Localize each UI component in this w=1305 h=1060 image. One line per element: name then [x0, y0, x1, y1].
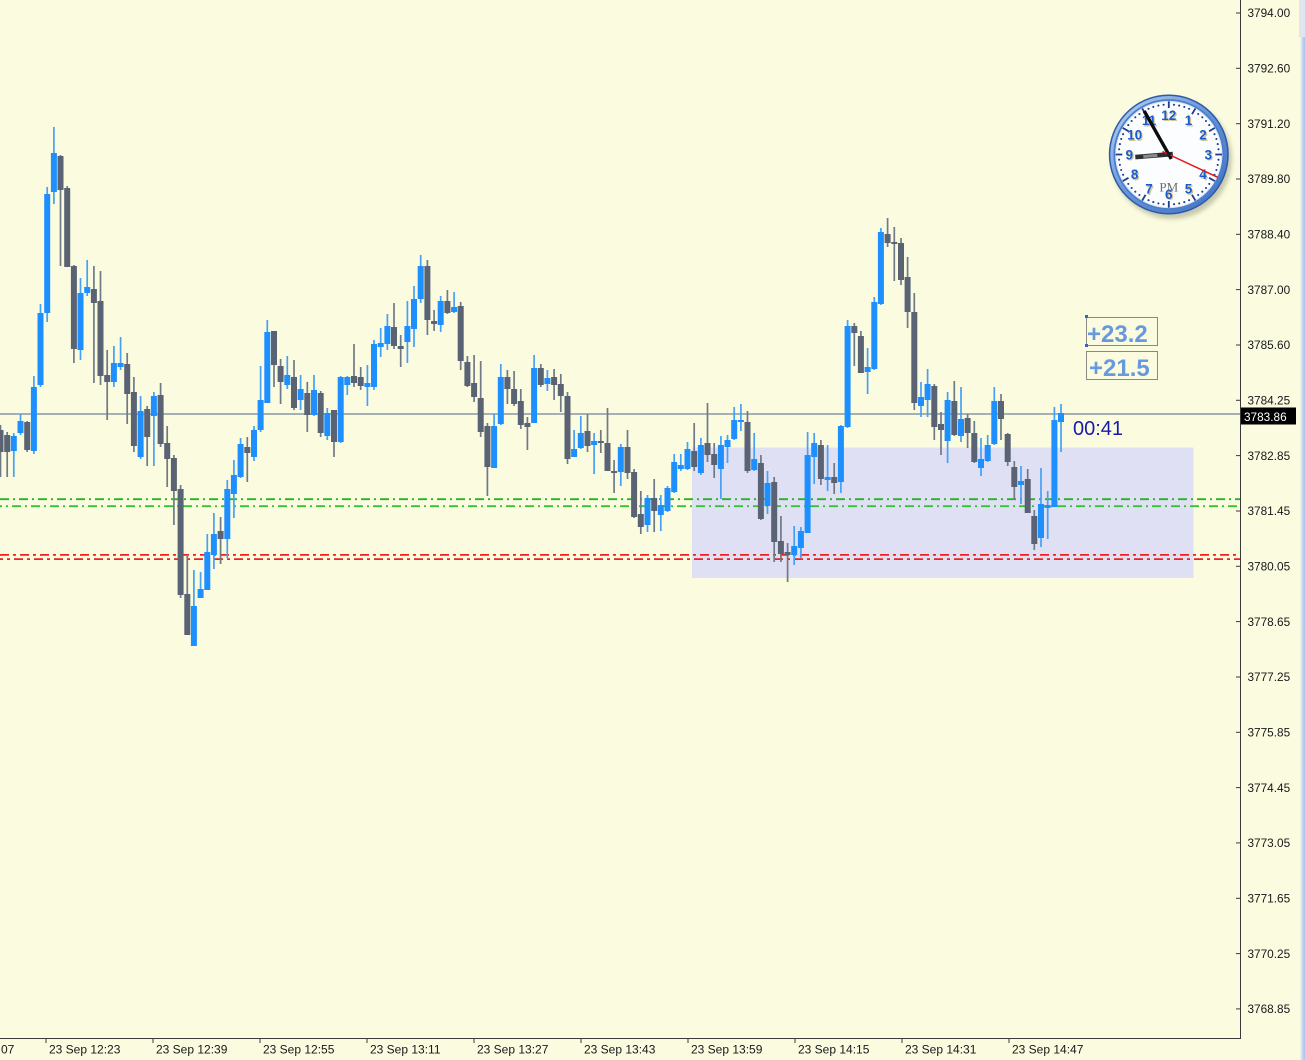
svg-text:3782.85: 3782.85: [1248, 449, 1291, 463]
svg-text:10: 10: [1128, 129, 1143, 144]
svg-text:6: 6: [1166, 188, 1174, 203]
svg-text:+21.5: +21.5: [1089, 355, 1150, 382]
svg-text:3773.05: 3773.05: [1248, 836, 1291, 850]
svg-text:3781.45: 3781.45: [1248, 504, 1291, 518]
svg-text:23 Sep 12:55: 23 Sep 12:55: [263, 1043, 335, 1057]
svg-text:8: 8: [1131, 167, 1139, 182]
svg-text:3789.80: 3789.80: [1248, 172, 1291, 186]
svg-text:23 Sep 13:59: 23 Sep 13:59: [691, 1043, 763, 1057]
svg-text:2: 2: [1199, 128, 1207, 143]
svg-text:9: 9: [1127, 149, 1135, 164]
svg-text:3784.25: 3784.25: [1248, 394, 1291, 408]
svg-text:3770.25: 3770.25: [1248, 947, 1291, 961]
svg-text:+23.2: +23.2: [1087, 321, 1148, 348]
svg-text:5: 5: [1185, 182, 1193, 197]
svg-text:3774.45: 3774.45: [1248, 781, 1291, 795]
svg-text:23 Sep 13:43: 23 Sep 13:43: [584, 1043, 656, 1057]
svg-text:1: 1: [1186, 114, 1194, 129]
svg-text:3778.65: 3778.65: [1248, 615, 1291, 629]
svg-text:23 Sep 12:23: 23 Sep 12:23: [49, 1043, 121, 1057]
svg-text:3783.86: 3783.86: [1244, 410, 1287, 424]
svg-text:3: 3: [1206, 149, 1214, 164]
svg-text:00:41: 00:41: [1073, 418, 1123, 440]
svg-text:3787.00: 3787.00: [1248, 283, 1291, 297]
svg-text:23 Sep 13:11: 23 Sep 13:11: [370, 1043, 441, 1057]
svg-text:12: 12: [1162, 109, 1177, 124]
svg-text:5: 5: [1186, 183, 1194, 198]
svg-text:3777.25: 3777.25: [1248, 670, 1291, 684]
svg-text:3775.85: 3775.85: [1248, 726, 1291, 740]
svg-text:07: 07: [1, 1043, 15, 1057]
svg-text:2: 2: [1200, 129, 1208, 144]
svg-text:23 Sep 13:27: 23 Sep 13:27: [477, 1043, 549, 1057]
svg-text:3: 3: [1205, 147, 1213, 162]
svg-text:1: 1: [1185, 113, 1193, 128]
svg-text:23 Sep 14:31: 23 Sep 14:31: [905, 1043, 977, 1057]
svg-text:3768.85: 3768.85: [1248, 1002, 1291, 1016]
svg-text:9: 9: [1126, 147, 1134, 162]
svg-text:3785.60: 3785.60: [1248, 338, 1291, 352]
svg-text:4: 4: [1199, 167, 1207, 182]
svg-text:12: 12: [1161, 108, 1176, 123]
svg-text:23 Sep 14:47: 23 Sep 14:47: [1012, 1043, 1084, 1057]
svg-text:23 Sep 14:15: 23 Sep 14:15: [798, 1043, 870, 1057]
svg-text:3794.00: 3794.00: [1248, 6, 1291, 20]
svg-text:23 Sep 12:39: 23 Sep 12:39: [156, 1043, 228, 1057]
svg-text:3792.60: 3792.60: [1248, 62, 1291, 76]
svg-text:6: 6: [1165, 187, 1173, 202]
svg-text:3791.20: 3791.20: [1248, 117, 1291, 131]
svg-text:PM: PM: [1159, 180, 1178, 195]
svg-text:7: 7: [1145, 182, 1153, 197]
svg-text:3788.40: 3788.40: [1248, 228, 1291, 242]
svg-text:3780.05: 3780.05: [1248, 560, 1291, 574]
svg-text:8: 8: [1132, 168, 1140, 183]
svg-text:3771.65: 3771.65: [1248, 892, 1291, 906]
svg-text:4: 4: [1200, 168, 1208, 183]
svg-text:7: 7: [1146, 183, 1154, 198]
svg-text:10: 10: [1127, 128, 1142, 143]
